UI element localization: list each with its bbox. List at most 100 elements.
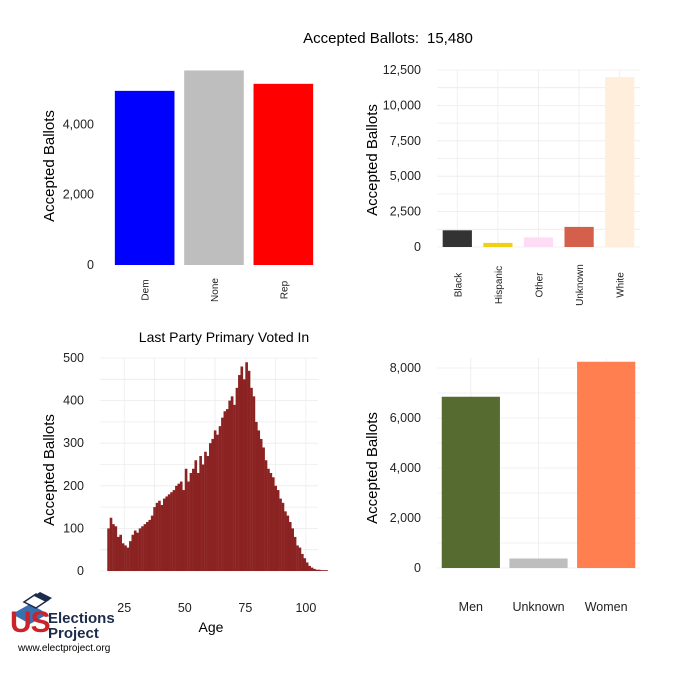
histogram-bar	[170, 492, 173, 571]
y-tick-label: 500	[63, 351, 84, 365]
histogram-bar	[116, 536, 120, 571]
histogram-bar	[318, 569, 321, 571]
x-axis-label: Last Party Primary Voted In	[139, 329, 309, 345]
histogram-bar	[201, 464, 205, 571]
histogram-bar	[291, 528, 294, 571]
bar-black	[442, 230, 472, 247]
histogram-bar	[209, 443, 212, 571]
histogram-bar	[257, 430, 261, 571]
histogram-bar	[131, 534, 135, 571]
y-tick-label: 8,000	[390, 361, 421, 375]
y-axis-label: Accepted Ballots	[364, 104, 381, 216]
histogram-bar	[124, 545, 127, 571]
histogram-bar	[269, 473, 273, 571]
histogram-bar	[150, 515, 154, 571]
y-tick-label: 0	[414, 561, 421, 575]
x-tick-label: Hispanic	[494, 266, 505, 304]
histogram-bar	[271, 477, 275, 571]
histogram-bar	[143, 524, 147, 571]
bar-rep	[253, 83, 314, 266]
histogram-bar	[308, 565, 311, 571]
histogram-bar	[175, 485, 178, 571]
histogram-bar	[213, 430, 217, 571]
logo-project-text: Project	[48, 625, 99, 642]
x-tick-label: 100	[295, 601, 316, 615]
histogram-bar	[107, 528, 110, 571]
histogram-bar	[252, 396, 256, 571]
histogram-bar	[182, 490, 185, 571]
x-tick-label: 50	[178, 601, 192, 615]
y-tick-label: 10,000	[383, 98, 421, 112]
histogram-bar	[305, 562, 309, 571]
x-tick-label: None	[210, 278, 221, 302]
x-tick-label: Dem	[141, 279, 152, 300]
x-tick-label: Black	[453, 272, 464, 297]
histogram-bar	[126, 547, 130, 571]
x-tick-label: Women	[585, 600, 628, 614]
y-axis-label: Accepted Ballots	[364, 412, 381, 524]
elections-project-logo	[8, 590, 138, 660]
histogram-bar	[240, 366, 244, 571]
histogram-bar	[221, 417, 224, 571]
histogram-bar	[216, 434, 219, 571]
bar-dem	[114, 90, 175, 265]
y-tick-label: 7,500	[390, 134, 421, 148]
histogram-bar	[310, 567, 314, 571]
y-axis-label: Accepted Ballots	[41, 110, 58, 222]
title-label: Accepted Ballots:	[303, 30, 419, 47]
y-tick-label: 200	[63, 479, 84, 493]
y-tick-label: 2,000	[390, 511, 421, 525]
histogram-bar	[187, 481, 190, 571]
bar-hispanic	[483, 242, 513, 247]
y-tick-label: 12,500	[383, 63, 421, 77]
histogram-bar	[121, 543, 125, 571]
bar-other	[523, 237, 554, 247]
y-tick-label: 5,000	[390, 169, 421, 183]
histogram-bar	[136, 532, 139, 571]
histogram-bar	[313, 568, 316, 571]
histogram-bar	[281, 502, 285, 571]
page-title: Accepted Ballots: 15,480	[0, 30, 680, 47]
y-tick-label: 4,000	[63, 117, 94, 131]
ballot-box-icon	[12, 592, 52, 624]
histogram-bar	[160, 504, 164, 571]
histogram-bar	[247, 370, 251, 571]
histogram-bar	[204, 451, 207, 571]
histogram-bar	[218, 426, 222, 571]
histogram-bar	[303, 558, 307, 571]
histogram-bar	[245, 362, 248, 571]
histogram-bar	[284, 511, 287, 571]
x-axis-label: Age	[199, 619, 224, 635]
logo-us-text: US	[10, 606, 51, 639]
histogram-bar	[119, 534, 122, 571]
bar-unknown	[564, 226, 594, 247]
histogram-bar	[320, 570, 324, 571]
y-tick-label: 6,000	[390, 411, 421, 425]
bar-women	[577, 361, 636, 568]
histogram-bar	[153, 507, 156, 571]
histogram-bar	[192, 468, 195, 571]
bar-none	[184, 70, 244, 266]
histogram-bar	[129, 541, 132, 571]
title-value: 15,480	[427, 30, 473, 47]
histogram-bar	[189, 473, 193, 571]
y-tick-label: 2,500	[390, 205, 421, 219]
y-tick-label: 2,000	[63, 188, 94, 202]
bar-men	[441, 396, 500, 568]
histogram-bar	[325, 570, 328, 571]
histogram-bar	[148, 519, 152, 571]
histogram-bar	[242, 379, 246, 571]
histogram-bar	[179, 481, 183, 571]
bar-white	[605, 77, 635, 247]
histogram-bar	[112, 524, 115, 571]
histogram-bar	[315, 569, 319, 571]
histogram-bar	[133, 530, 137, 571]
histogram-bar	[259, 438, 263, 571]
histogram-bar	[146, 522, 149, 571]
histogram-bar	[225, 409, 229, 571]
y-tick-label: 4,000	[390, 461, 421, 475]
histogram-bar	[301, 553, 304, 571]
